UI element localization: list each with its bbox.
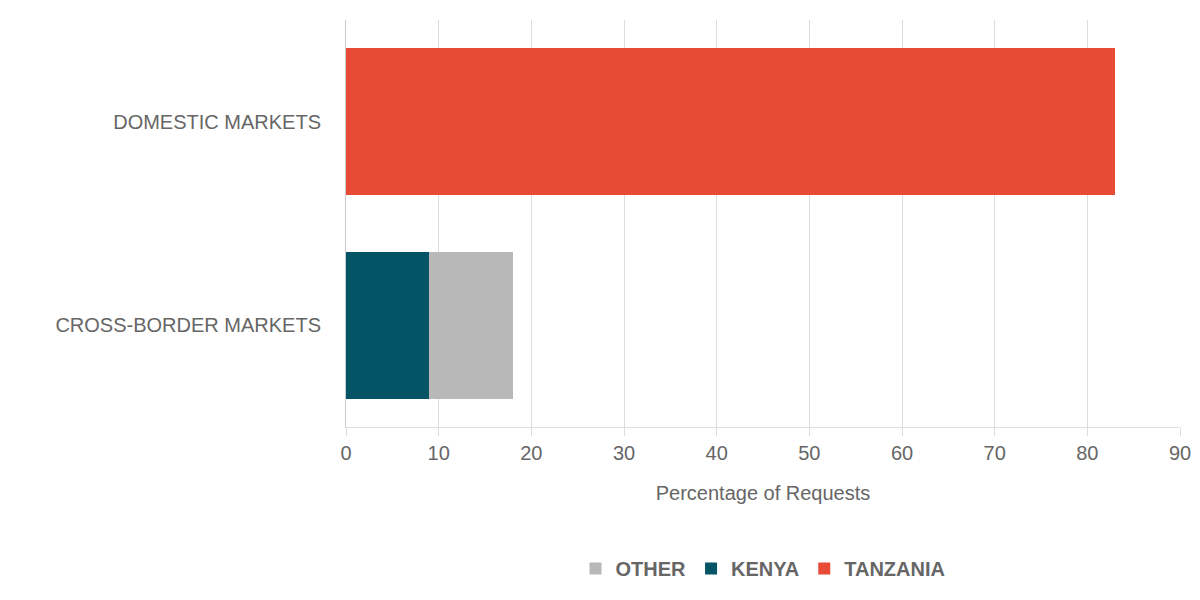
svg-text:CROSS-BORDER MARKETS: CROSS-BORDER MARKETS [55, 314, 321, 336]
svg-text:Percentage of Requests: Percentage of Requests [656, 482, 871, 504]
svg-text:10: 10 [428, 442, 450, 464]
svg-text:OTHER: OTHER [616, 558, 687, 580]
svg-text:60: 60 [891, 442, 913, 464]
svg-text:50: 50 [798, 442, 820, 464]
svg-text:20: 20 [520, 442, 542, 464]
svg-text:DOMESTIC MARKETS: DOMESTIC MARKETS [113, 111, 321, 133]
svg-text:90: 90 [1169, 442, 1191, 464]
svg-text:70: 70 [984, 442, 1006, 464]
svg-text:80: 80 [1076, 442, 1098, 464]
svg-text:30: 30 [613, 442, 635, 464]
svg-text:40: 40 [706, 442, 728, 464]
svg-text:KENYA: KENYA [731, 558, 799, 580]
svg-text:TANZANIA: TANZANIA [844, 558, 945, 580]
svg-text:0: 0 [340, 442, 351, 464]
